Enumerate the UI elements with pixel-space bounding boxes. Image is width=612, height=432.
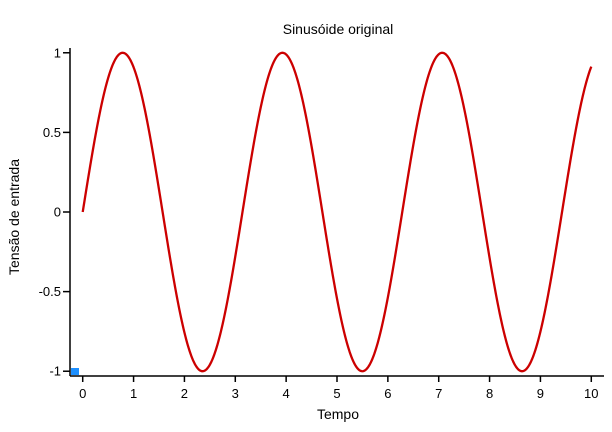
x-ticks: 0 1 2 3 4 5 6 7 8 9 10 [79,376,599,401]
y-tick-label: -1 [49,364,61,379]
x-tick-label: 2 [181,386,188,401]
x-tick-label: 9 [537,386,544,401]
y-tick-label: -0.5 [39,284,61,299]
y-axis-title: Tensão de entrada [6,159,22,275]
x-tick-label: 3 [232,386,239,401]
x-tick-label: 0 [79,386,86,401]
y-tick-label: 1 [54,45,61,60]
x-tick-label: 5 [333,386,340,401]
chart-title: Sinusóide original [283,21,394,37]
x-tick-label: 7 [435,386,442,401]
x-tick-label: 4 [283,386,290,401]
x-tick-label: 1 [130,386,137,401]
sine-series-line [81,51,593,373]
x-tick-label: 6 [384,386,391,401]
y-tick-label: 0.5 [43,125,61,140]
plot-area: 1 0.5 0 -0.5 -1 0 1 2 3 4 5 6 7 8 9 10 [39,45,604,401]
y-tick-label: 0 [54,205,61,220]
x-tick-label: 10 [584,386,598,401]
x-tick-label: 8 [486,386,493,401]
x-axis-title: Tempo [317,406,359,422]
corner-marker [71,368,79,375]
y-ticks: 1 0.5 0 -0.5 -1 [39,45,70,379]
